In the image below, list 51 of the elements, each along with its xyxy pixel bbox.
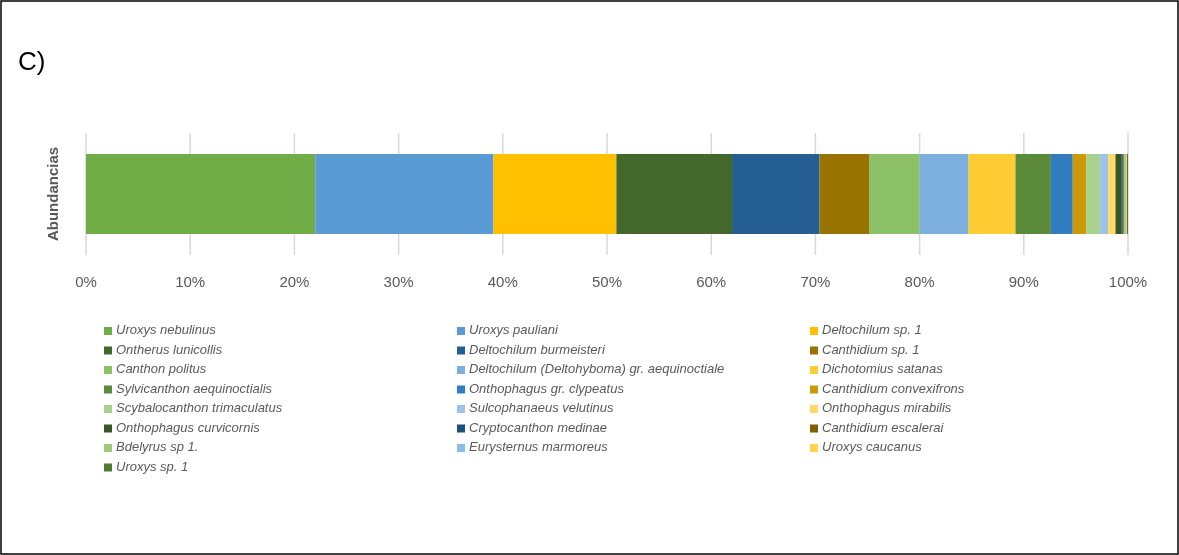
x-tick-label: 30%: [383, 273, 414, 290]
legend-label: Canthidium escalerai: [822, 419, 945, 435]
x-tick-label: 60%: [696, 273, 727, 290]
bar: [1015, 154, 1051, 234]
bar: [732, 154, 820, 234]
legend-label: Uroxys nebulinus: [116, 322, 217, 338]
legend-label: Uroxys pauliani: [469, 322, 559, 338]
y-axis-title: Abundancias: [44, 146, 61, 242]
bar: [1086, 154, 1100, 234]
bar: [1050, 154, 1073, 234]
legend-label: Canthidium sp. 1: [822, 341, 920, 357]
legend-label: Dichotomius satanas: [822, 361, 944, 377]
x-tick-label: 40%: [487, 273, 518, 290]
x-tick-label: 50%: [591, 273, 623, 290]
x-tick-label: 20%: [279, 273, 310, 290]
bar: [86, 154, 316, 234]
legend-label: Onthophagus curvicornis: [116, 419, 261, 435]
legend-label: Sulcophanaeus velutinus: [469, 400, 615, 416]
legend-label: Onthophagus gr. clypeatus: [469, 380, 625, 396]
bar: [315, 154, 494, 234]
bar: [493, 154, 617, 234]
legend-label: Scybalocanthon trimaculatus: [116, 400, 283, 416]
chart-title: C): [18, 46, 46, 76]
x-tick-label: 70%: [800, 273, 831, 290]
x-tick-label: 0%: [75, 273, 97, 290]
bar: [1072, 154, 1087, 234]
legend-label: Sylvicanthon aequinoctialis: [116, 380, 273, 396]
x-tick-label: 80%: [904, 273, 935, 290]
bar: [616, 154, 733, 234]
legend-label: Bdelyrus sp 1.: [116, 439, 199, 455]
bar: [1099, 154, 1109, 234]
legend-label: Canthon politus: [116, 361, 207, 377]
legend-label: Eurysternus marmoreus: [469, 439, 609, 455]
x-tick-label: 90%: [1008, 273, 1039, 290]
legend-label: Canthidium convexifrons: [822, 380, 965, 396]
legend-label: Onthophagus mirabilis: [822, 400, 952, 416]
x-tick-label: 100%: [1108, 273, 1148, 290]
bar: [968, 154, 1016, 234]
legend-label: Uroxys sp. 1: [116, 458, 189, 474]
bar: [819, 154, 870, 234]
legend-label: Deltochilum (Deltohyboma) gr. aequinoctiale: [469, 361, 725, 377]
bar: [1115, 154, 1122, 234]
x-tick-label: 10%: [175, 273, 206, 290]
legend-label: Cryptocanthon medinae: [469, 419, 608, 435]
bar: [869, 154, 920, 234]
legend-label: Deltochilum burmeisteri: [469, 341, 606, 357]
legend-label: Deltochilum sp. 1: [822, 322, 922, 338]
bar: [1108, 154, 1116, 234]
legend-label: Uroxys caucanus: [822, 439, 923, 455]
legend-label: Ontherus lunicollis: [116, 341, 223, 357]
bar: [919, 154, 969, 234]
